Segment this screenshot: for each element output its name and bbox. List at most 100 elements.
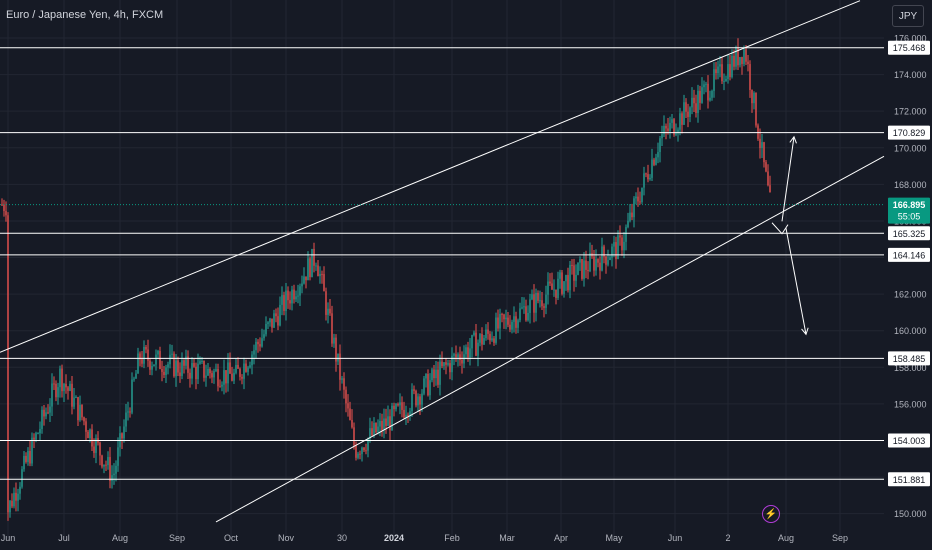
- candle-body: [387, 416, 389, 426]
- y-tick-label: 172.000: [894, 107, 927, 117]
- candle-body: [369, 428, 371, 439]
- x-tick-label: Mar: [499, 533, 515, 543]
- candle-body: [647, 174, 649, 180]
- candle-body: [199, 361, 201, 364]
- candle-body: [533, 294, 535, 313]
- level-badge: [888, 125, 930, 140]
- candle-body: [761, 142, 763, 148]
- candle-body: [377, 426, 379, 433]
- candle-body: [305, 276, 307, 281]
- lightning-icon[interactable]: ⚡: [762, 505, 780, 523]
- candle-body: [297, 295, 299, 297]
- candle-body: [283, 295, 285, 311]
- horizontal-levels[interactable]: [0, 47, 884, 480]
- candle-body: [449, 363, 451, 373]
- candle-body: [467, 347, 469, 358]
- candle-body: [269, 318, 271, 323]
- candle-body: [15, 492, 17, 501]
- candle-body: [137, 353, 139, 374]
- candle-body: [265, 324, 267, 335]
- candle-body: [727, 64, 729, 79]
- candle-body: [501, 313, 503, 315]
- candle-body: [63, 383, 65, 392]
- candle-body: [423, 378, 425, 394]
- candle-body: [329, 308, 331, 314]
- candle-body: [605, 256, 607, 265]
- candle-body: [473, 332, 475, 336]
- candle-body: [217, 369, 219, 387]
- candle-body: [433, 369, 435, 379]
- candle-body: [687, 111, 689, 117]
- candle-body: [395, 404, 397, 410]
- projection-arrows[interactable]: [771, 135, 809, 336]
- currency-button[interactable]: JPY: [892, 5, 924, 27]
- candle-body: [403, 409, 405, 418]
- x-tick-label: 2024: [384, 533, 404, 543]
- candle-body: [379, 420, 381, 427]
- candle-body: [673, 119, 675, 135]
- candle-body: [125, 412, 127, 427]
- candle-body: [763, 142, 765, 163]
- candle-body: [83, 417, 85, 422]
- candle-body: [161, 368, 163, 372]
- candle-body: [5, 211, 7, 216]
- level-badge-label: 158.485: [893, 354, 926, 364]
- candle-body: [609, 257, 611, 261]
- candle-body: [451, 355, 453, 373]
- candle-body: [537, 292, 539, 301]
- candle-body: [505, 317, 507, 320]
- x-tick-label: Jul: [58, 533, 70, 543]
- candle-body: [155, 354, 157, 365]
- candle-body: [339, 353, 341, 380]
- candle-body: [621, 237, 623, 251]
- candle-body: [321, 273, 323, 275]
- candle-body: [385, 418, 387, 426]
- candle-body: [99, 442, 101, 456]
- candle-body: [301, 283, 303, 287]
- candle-body: [337, 353, 339, 362]
- candle-body: [181, 360, 183, 377]
- level-badge: [888, 472, 930, 487]
- channel-lower-line: [215, 155, 885, 523]
- candle-body: [141, 359, 143, 364]
- candle-body: [511, 321, 513, 330]
- candle-body: [491, 338, 493, 341]
- level-badge-label: 170.829: [893, 128, 926, 138]
- level-badge-label: 175.468: [893, 43, 926, 53]
- channel-lines[interactable]: [0, 0, 885, 523]
- candle-body: [13, 492, 15, 507]
- candle-body: [765, 162, 767, 172]
- candle-body: [375, 422, 377, 433]
- time-axis[interactable]: Jun Jul Aug Sep Oct Nov 30 2024 Feb Mar Apr May Jun 2…: [1, 533, 848, 543]
- candle-body: [507, 317, 509, 325]
- candle-body: [85, 421, 87, 432]
- candle-body: [47, 412, 49, 414]
- symbol-title: Euro / Japanese Yen, 4h, FXCM: [6, 9, 164, 21]
- candle-body: [113, 473, 115, 476]
- candle-body: [697, 90, 699, 114]
- candle-body: [227, 362, 229, 384]
- candle-body: [61, 368, 63, 392]
- candle-body: [719, 64, 721, 67]
- candle-body: [349, 408, 351, 420]
- candle-body: [675, 133, 677, 135]
- candle-body: [107, 457, 109, 466]
- candle-body: [563, 281, 565, 294]
- candle-body: [741, 57, 743, 64]
- candle-body: [521, 307, 523, 309]
- candle-body: [187, 356, 189, 373]
- candle-body: [595, 259, 597, 271]
- candle-body: [407, 414, 409, 417]
- candle-body: [535, 292, 537, 313]
- candle-body: [517, 320, 519, 328]
- candle-body: [419, 396, 421, 405]
- candle-body: [489, 333, 491, 341]
- candle-body: [367, 438, 369, 451]
- candle-body: [409, 411, 411, 417]
- candle-body: [661, 134, 663, 139]
- candle-body: [577, 262, 579, 275]
- candle-body: [325, 291, 327, 315]
- candle-body: [285, 290, 287, 311]
